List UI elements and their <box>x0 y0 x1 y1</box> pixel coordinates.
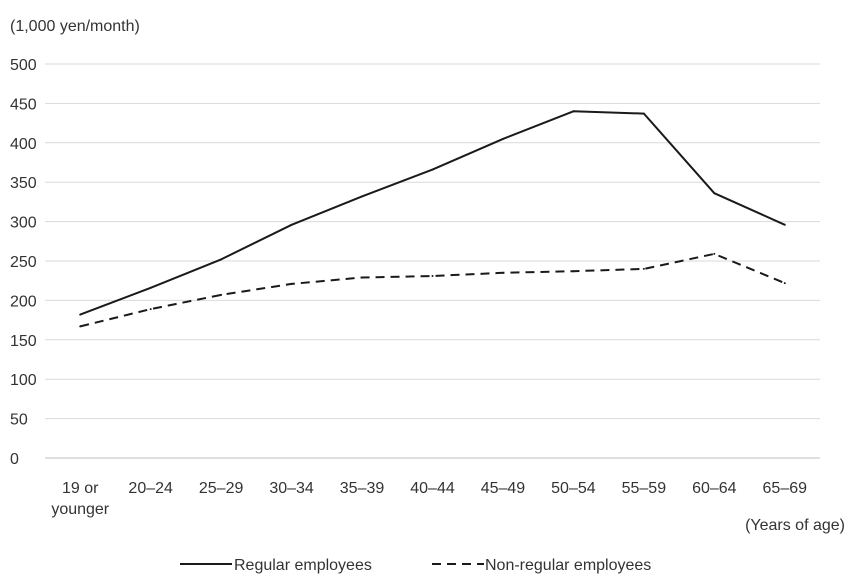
data-point-regular-employees <box>783 223 786 226</box>
x-tick-label: 55–59 <box>622 480 667 497</box>
data-point-regular-employees <box>149 286 152 289</box>
data-point-non-regular-employees <box>713 252 716 255</box>
y-axis-ticks: 0 50 100 150 200 250 300 350 400 450 500 <box>10 57 37 468</box>
data-point-regular-employees <box>290 223 293 226</box>
y-tick-label: 0 <box>10 451 19 468</box>
y-tick-label: 500 <box>10 57 37 74</box>
data-point-non-regular-employees <box>361 276 364 279</box>
y-tick-label: 300 <box>10 215 37 232</box>
data-point-non-regular-employees <box>572 270 575 273</box>
data-point-non-regular-employees <box>431 274 434 277</box>
legend-label-non-regular: Non-regular employees <box>485 557 651 574</box>
x-tick-label: 20–24 <box>128 480 173 497</box>
y-tick-label: 450 <box>10 96 37 113</box>
data-point-non-regular-employees <box>501 271 504 274</box>
data-point-non-regular-employees <box>642 267 645 270</box>
y-tick-label: 100 <box>10 372 37 389</box>
data-point-non-regular-employees <box>783 282 786 285</box>
x-tick-label: 50–54 <box>551 480 596 497</box>
x-tick-label: 19 or younger <box>51 480 109 518</box>
series-line-regular-employees <box>79 110 786 316</box>
series-lines <box>79 110 786 328</box>
data-point-regular-employees <box>361 195 364 198</box>
x-tick-label: 45–49 <box>481 480 526 497</box>
gridlines <box>45 63 820 459</box>
y-tick-label: 400 <box>10 136 37 153</box>
data-point-regular-employees <box>431 168 434 171</box>
y-axis-title: (1,000 yen/month) <box>10 18 140 35</box>
data-point-regular-employees <box>572 110 575 113</box>
x-tick-label: 30–34 <box>269 480 314 497</box>
data-point-regular-employees <box>501 137 504 140</box>
x-tick-label: 65–69 <box>763 480 808 497</box>
x-tick-label: 40–44 <box>410 480 455 497</box>
series-line-non-regular-employees <box>79 252 786 328</box>
x-tick-label: 35–39 <box>340 480 385 497</box>
data-point-non-regular-employees <box>290 282 293 285</box>
x-axis-ticks: 19 or younger 20–24 25–29 30–34 35–39 40–44 45–… <box>51 480 807 518</box>
y-tick-label: 50 <box>10 412 28 429</box>
data-point-non-regular-employees <box>79 325 82 328</box>
legend-label-regular: Regular employees <box>234 557 372 574</box>
legend: Regular employees Non-regular employees <box>180 557 651 574</box>
data-point-regular-employees <box>713 192 716 195</box>
x-tick-label: 25–29 <box>199 480 244 497</box>
legend-item-non-regular: Non-regular employees <box>432 557 651 574</box>
y-tick-label: 150 <box>10 333 37 350</box>
y-tick-label: 250 <box>10 254 37 271</box>
data-point-regular-employees <box>79 313 82 316</box>
data-point-non-regular-employees <box>220 293 223 296</box>
y-tick-label: 350 <box>10 175 37 192</box>
y-tick-label: 200 <box>10 293 37 310</box>
data-point-non-regular-employees <box>149 308 152 311</box>
x-axis-title: (Years of age) <box>745 517 845 534</box>
data-point-regular-employees <box>642 112 645 115</box>
data-point-regular-employees <box>220 258 223 261</box>
legend-item-regular: Regular employees <box>180 557 372 574</box>
x-tick-label: 60–64 <box>692 480 737 497</box>
